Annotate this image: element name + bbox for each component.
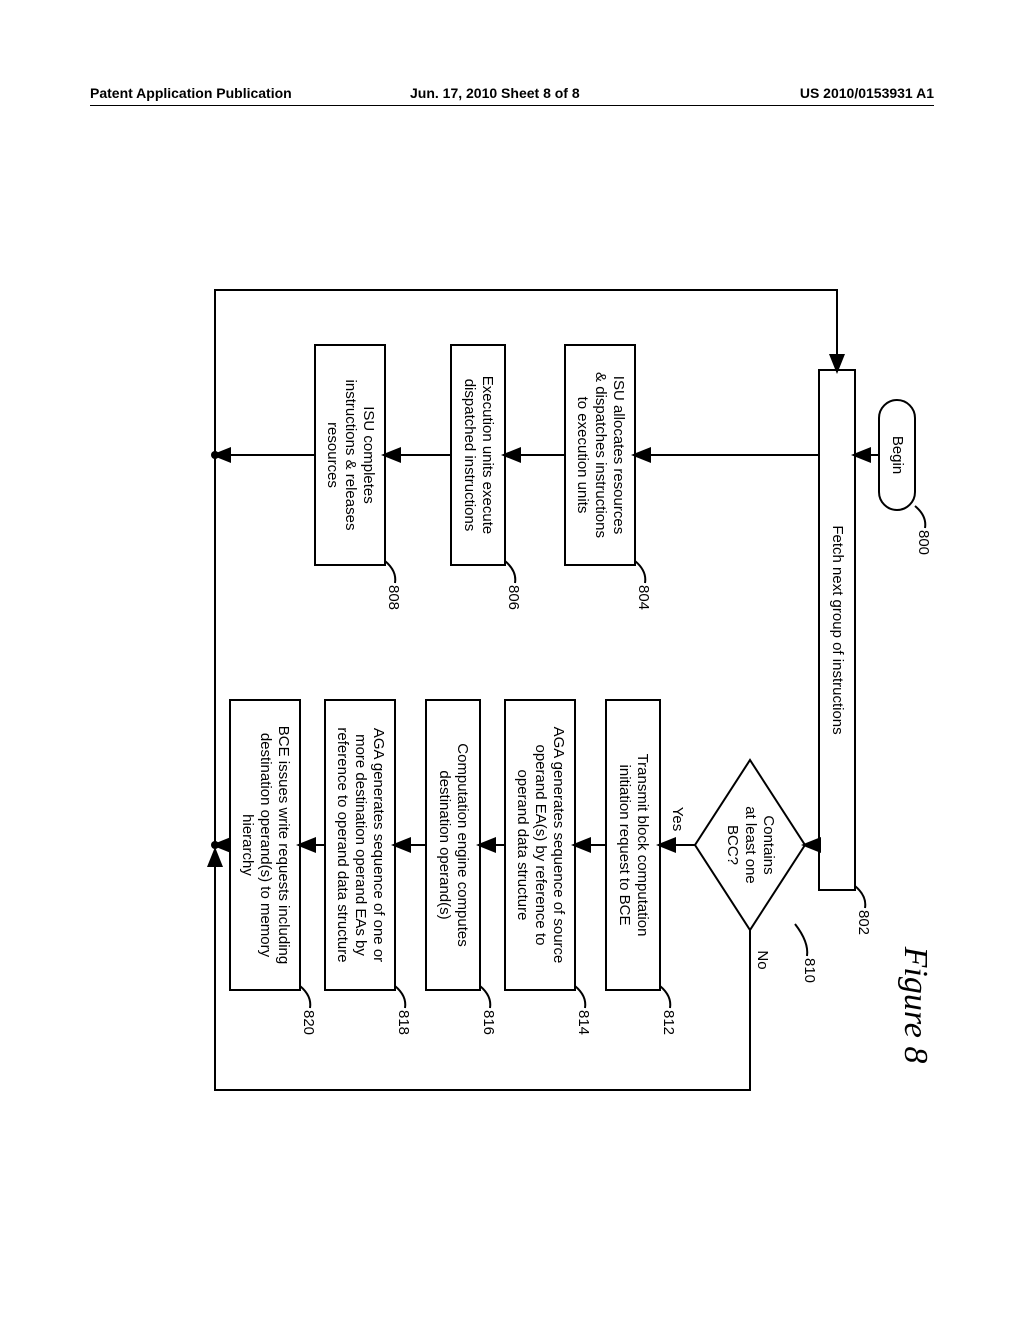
header-left: Patent Application Publication xyxy=(90,85,292,101)
ref-curve xyxy=(575,986,585,1008)
flow-label: AGA generates sequence of source xyxy=(550,727,567,964)
flowchart-svg: Figure 8 Begin 800 Fetch next group of inst… xyxy=(185,245,955,1145)
flow-label: Computation engine computes xyxy=(454,743,471,946)
flow-label: Execution units execute xyxy=(479,376,496,534)
flow-label: ISU completes xyxy=(360,406,377,504)
flow-label: & dispatches instructions xyxy=(592,372,609,538)
ref-curve xyxy=(385,561,395,583)
no-label: No xyxy=(754,950,771,969)
flow-label: hierarchy xyxy=(239,814,256,876)
flow-label: destination operand(s) to memory xyxy=(257,733,274,958)
flow-arrow xyxy=(215,290,837,455)
ref-number: 816 xyxy=(480,1010,497,1035)
ref-number: 810 xyxy=(801,958,818,983)
flow-label: BCE issues write requests including xyxy=(275,726,292,964)
flow-label: Transmit block computation xyxy=(634,754,651,937)
flow-label: at least one xyxy=(742,806,759,884)
ref-curve xyxy=(300,986,310,1008)
ref-curve xyxy=(505,561,515,583)
yes-label: Yes xyxy=(669,807,686,831)
flow-label: Begin xyxy=(889,436,906,474)
ref-number: 804 xyxy=(635,585,652,610)
ref-number: 800 xyxy=(915,530,932,555)
ref-curve xyxy=(660,986,670,1008)
ref-curve xyxy=(395,986,405,1008)
ref-curve xyxy=(635,561,645,583)
flow-label: AGA generates sequence of one or xyxy=(370,728,387,962)
ref-number: 802 xyxy=(855,910,872,935)
ref-number: 814 xyxy=(575,1010,592,1035)
flow-label: destination operand(s) xyxy=(436,770,453,919)
flow-label: operand data structure xyxy=(514,770,531,921)
flow-label: Fetch next group of instructions xyxy=(829,525,846,734)
header-right: US 2010/0153931 A1 xyxy=(800,85,934,101)
flow-label: BCC? xyxy=(724,825,741,865)
flow-label: initiation request to BCE xyxy=(616,765,633,926)
ref-number: 818 xyxy=(395,1010,412,1035)
flow-label: reference to operand data structure xyxy=(334,727,351,962)
ref-curve xyxy=(915,506,925,528)
figure-title: Figure 8 xyxy=(897,946,934,1064)
flow-label: ISU allocates resources xyxy=(610,376,627,534)
ref-curve xyxy=(480,986,490,1008)
header-center: Jun. 17, 2010 Sheet 8 of 8 xyxy=(410,85,580,101)
ref-number: 812 xyxy=(660,1010,677,1035)
ref-number: 806 xyxy=(505,585,522,610)
flow-label: operand EA(s) by reference to xyxy=(532,745,549,946)
ref-number: 808 xyxy=(385,585,402,610)
flowchart: Figure 8Begin800Fetch next group of inst… xyxy=(55,245,955,1015)
ref-curve xyxy=(855,886,865,908)
flow-label: dispatched instructions xyxy=(461,379,478,532)
flow-label: instructions & releases xyxy=(342,380,359,531)
flow-label: more destination operand EAs by xyxy=(352,734,369,956)
flow-label: Contains xyxy=(760,815,777,874)
ref-number: 820 xyxy=(300,1010,317,1035)
flow-label: resources xyxy=(324,422,341,488)
ref-curve xyxy=(795,924,807,956)
header-rule xyxy=(90,105,934,106)
flow-label: to execution units xyxy=(574,397,591,514)
